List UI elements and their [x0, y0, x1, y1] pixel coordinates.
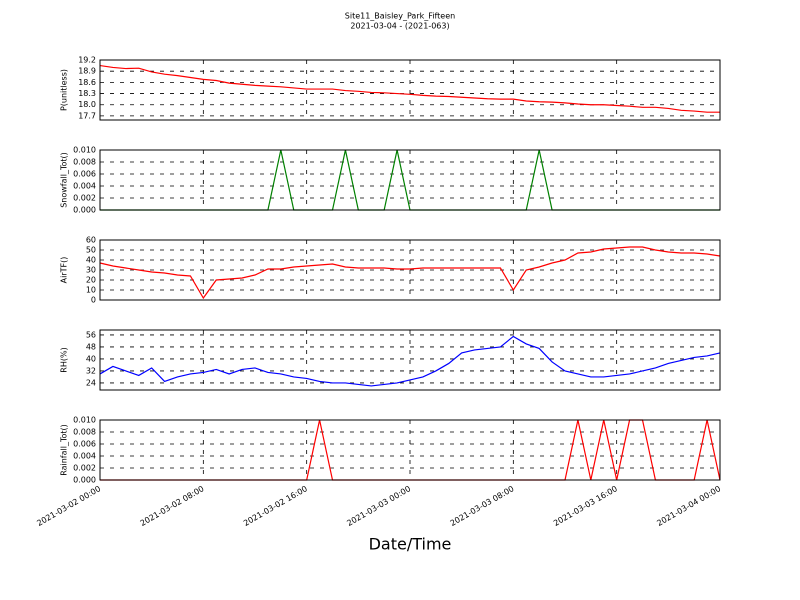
y-tick-label: 10: [86, 286, 96, 295]
y-tick-label: 40: [86, 354, 96, 363]
y-tick-label: 0.010: [73, 416, 96, 425]
y-tick-label: 40: [86, 256, 96, 265]
x-tick-label: 2021-03-02 08:00: [139, 484, 206, 528]
plot-frame: [99, 59, 721, 121]
y-tick-label: 20: [86, 276, 96, 285]
y-axis-label: AirTF(): [60, 257, 69, 284]
x-axis-label: Date/Time: [369, 535, 452, 554]
x-tick-label: 2021-03-04 00:00: [655, 484, 722, 528]
y-tick-label: 0.000: [73, 206, 96, 215]
y-tick-label: 30: [86, 266, 96, 275]
y-tick-label: 0.002: [73, 464, 96, 473]
y-tick-label: 50: [86, 246, 96, 255]
x-tick-label: 2021-03-02 16:00: [242, 484, 309, 528]
y-tick-label: 18.3: [78, 89, 96, 98]
y-tick-label: 24: [86, 378, 96, 387]
y-axis-label: RH(%): [60, 347, 69, 372]
x-tick-label: 2021-03-03 08:00: [449, 484, 516, 528]
y-tick-label: 56: [86, 330, 96, 339]
y-axis-label: P(unitless): [60, 69, 69, 111]
y-tick-label: 0.004: [73, 182, 96, 191]
y-tick-label: 0.008: [73, 158, 96, 167]
y-tick-label: 18.9: [78, 67, 96, 76]
y-tick-label: 32: [86, 366, 96, 375]
data-line: [99, 64, 720, 113]
y-tick-label: 0.006: [73, 170, 96, 179]
x-tick-label: 2021-03-02 00:00: [35, 484, 102, 528]
y-tick-label: 0: [91, 296, 96, 305]
plot-frame: [99, 239, 721, 301]
y-tick-label: 60: [86, 236, 96, 245]
y-tick-label: 17.7: [78, 111, 96, 120]
chart-title: Site11_Baisley_Park_Fifteen: [345, 12, 455, 21]
y-tick-label: 48: [86, 342, 96, 351]
y-tick-label: 18.6: [78, 78, 96, 87]
data-line: [99, 335, 721, 387]
y-tick-label: 0.000: [73, 476, 96, 485]
y-axis-label: Snowfall_Tot(): [60, 152, 69, 208]
plot-frame: [99, 419, 721, 481]
y-tick-label: 19.2: [78, 56, 96, 65]
x-tick-label: 2021-03-03 00:00: [345, 484, 412, 528]
y-axis-label: Rainfall_Tot(): [60, 424, 69, 476]
plot-frame: [99, 329, 721, 391]
y-tick-label: 0.006: [73, 440, 96, 449]
chart-subtitle: 2021-03-04 - (2021-063): [350, 22, 449, 31]
y-tick-label: 0.008: [73, 428, 96, 437]
x-tick-label: 2021-03-03 16:00: [552, 484, 619, 528]
y-tick-label: 18.0: [78, 100, 96, 109]
plot-frame: [99, 149, 721, 211]
y-tick-label: 0.002: [73, 194, 96, 203]
data-line: [99, 246, 721, 300]
y-tick-label: 0.004: [73, 452, 96, 461]
y-tick-label: 0.010: [73, 146, 96, 155]
